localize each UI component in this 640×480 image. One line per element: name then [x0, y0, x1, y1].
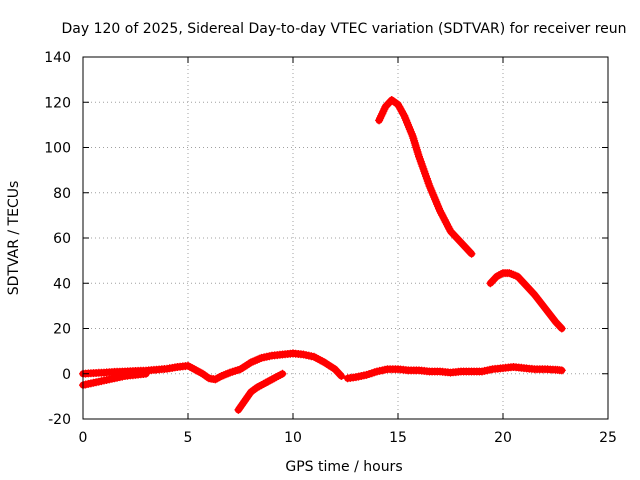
y-tick-label: 40 — [53, 276, 71, 292]
y-tick-label: 140 — [44, 50, 71, 66]
grid-layer — [83, 57, 608, 419]
data-point — [557, 366, 566, 375]
data-point — [467, 249, 476, 258]
series-mid-arc — [486, 269, 566, 333]
data-point — [460, 242, 469, 251]
data-point — [462, 244, 471, 253]
data-point — [464, 246, 472, 255]
data-layer — [79, 96, 566, 414]
x-tick-label: 5 — [184, 430, 193, 446]
data-point — [446, 227, 455, 236]
y-tick-label: 120 — [44, 95, 71, 111]
y-tick-label: 60 — [53, 231, 71, 247]
x-tick-label: 0 — [79, 430, 88, 446]
y-tick-label: 20 — [53, 322, 71, 338]
data-point — [337, 372, 346, 380]
series-rising-arc — [234, 369, 287, 414]
data-point — [453, 234, 462, 243]
data-point — [335, 370, 344, 379]
y-axis-label: SDTVAR / TECUs — [6, 181, 22, 296]
data-point — [465, 248, 474, 256]
x-tick-label: 25 — [599, 430, 617, 446]
data-point — [556, 322, 565, 331]
x-axis-label: GPS time / hours — [285, 459, 402, 475]
tick-layer: 0 5 10 15 20 25 -20 0 20 40 60 80 100 120 140 — [44, 50, 617, 446]
data-point — [448, 229, 457, 238]
y-tick-label: 80 — [53, 186, 71, 202]
y-tick-label: 0 — [62, 367, 71, 383]
data-point — [457, 238, 465, 247]
data-point — [451, 232, 460, 241]
data-point — [278, 369, 287, 378]
series-evening-baseline — [343, 363, 566, 383]
y-tick-label: 100 — [44, 141, 71, 157]
x-tick-label: 20 — [494, 430, 512, 446]
data-point — [518, 277, 527, 286]
data-point — [527, 286, 535, 295]
data-point — [525, 284, 534, 293]
data-point — [142, 369, 150, 378]
chart-title: Day 120 of 2025, Sidereal Day-to-day VTE… — [61, 21, 626, 37]
x-tick-label: 10 — [284, 430, 302, 446]
data-point — [521, 281, 530, 290]
data-point — [458, 240, 467, 249]
data-point — [557, 324, 566, 333]
x-tick-label: 15 — [389, 430, 407, 446]
series-high-arc — [375, 96, 476, 258]
data-point — [450, 231, 458, 239]
data-point — [520, 279, 528, 288]
y-tick-label: -20 — [48, 412, 71, 428]
data-point — [523, 283, 532, 291]
data-point — [455, 236, 464, 245]
series-baseline-upper — [79, 349, 346, 384]
